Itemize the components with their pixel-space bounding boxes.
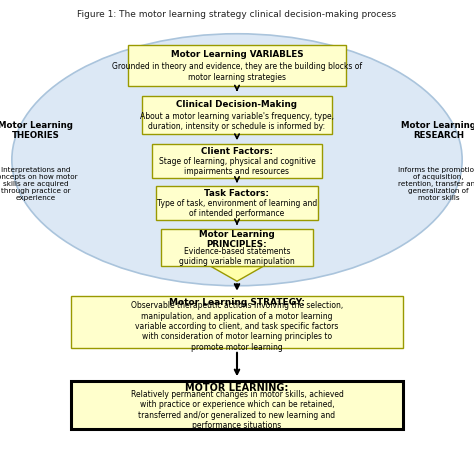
FancyBboxPatch shape: [152, 144, 322, 177]
Text: Motor Learning VARIABLES: Motor Learning VARIABLES: [171, 50, 303, 59]
FancyBboxPatch shape: [156, 186, 318, 220]
Text: Evidence-based statements
guiding variable manipulation: Evidence-based statements guiding variab…: [179, 247, 295, 266]
Text: Clinical Decision-Making: Clinical Decision-Making: [176, 100, 298, 109]
Text: Grounded in theory and evidence, they are the building blocks of
motor learning : Grounded in theory and evidence, they ar…: [112, 63, 362, 82]
Polygon shape: [211, 266, 263, 281]
Text: Client Factors:: Client Factors:: [201, 147, 273, 156]
Text: MOTOR LEARNING:: MOTOR LEARNING:: [185, 383, 289, 393]
Text: Type of task, environment of learning and
of intended performance: Type of task, environment of learning an…: [157, 199, 317, 218]
Ellipse shape: [12, 34, 462, 286]
FancyBboxPatch shape: [71, 382, 403, 428]
Text: Stage of learning, physical and cognitive
impairments and resources: Stage of learning, physical and cognitiv…: [159, 157, 315, 176]
Text: Observable therapeutic actions involving the selection,
manipulation, and applic: Observable therapeutic actions involving…: [131, 301, 343, 352]
FancyBboxPatch shape: [161, 229, 313, 266]
Text: Relatively permanent changes in motor skills, achieved
with practice or experien: Relatively permanent changes in motor sk…: [130, 390, 344, 430]
FancyBboxPatch shape: [128, 45, 346, 86]
FancyBboxPatch shape: [142, 96, 332, 134]
Text: Motor Learning STRATEGY:: Motor Learning STRATEGY:: [169, 298, 305, 307]
Text: Interpretations and
concepts on how motor
skills are acquired
through practice o: Interpretations and concepts on how moto…: [0, 167, 78, 202]
Text: Motor Learning
PRINCIPLES:: Motor Learning PRINCIPLES:: [199, 230, 275, 249]
Text: Informs the promotion
of acquisition,
retention, transfer and
generalization of
: Informs the promotion of acquisition, re…: [398, 167, 474, 202]
Text: Task Factors:: Task Factors:: [204, 189, 270, 198]
FancyBboxPatch shape: [71, 296, 403, 347]
Text: Motor Learning
RESEARCH: Motor Learning RESEARCH: [401, 121, 474, 140]
Text: Motor Learning
THEORIES: Motor Learning THEORIES: [0, 121, 73, 140]
Text: Figure 1: The motor learning strategy clinical decision-making process: Figure 1: The motor learning strategy cl…: [77, 10, 397, 19]
Text: About a motor learning variable's frequency, type,
duration, intensity or schedu: About a motor learning variable's freque…: [140, 112, 334, 131]
